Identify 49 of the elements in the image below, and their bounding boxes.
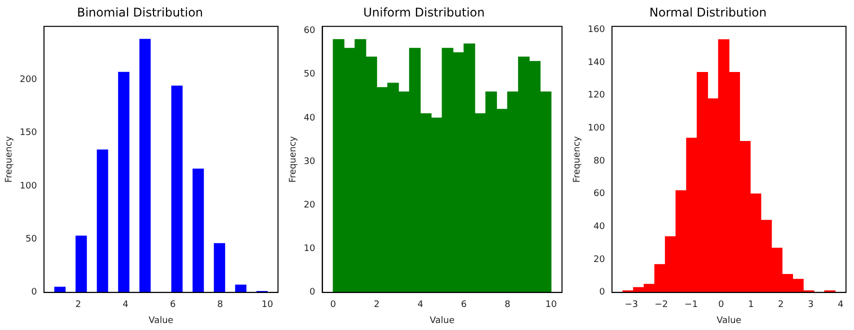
x-tick-label: 1	[748, 300, 754, 310]
x-tick-label: −1	[684, 300, 698, 310]
x-axis-title: Value	[148, 316, 174, 326]
chart-title: Uniform Distribution	[363, 5, 485, 20]
y-tick-label: 140	[588, 58, 606, 68]
y-tick-label: 0	[310, 288, 316, 298]
x-tick-label: 3	[808, 300, 814, 310]
x-tick-label: −3	[624, 300, 638, 310]
x-axis-title: Value	[430, 316, 455, 326]
x-tick-label: 4	[417, 300, 424, 310]
y-tick-label: 60	[594, 189, 606, 200]
y-tick-label: 20	[594, 254, 606, 265]
y-tick-label: 100	[20, 181, 38, 192]
x-tick-label: 8	[504, 300, 511, 310]
y-tick-label: 150	[20, 128, 38, 138]
y-tick-label: 120	[588, 90, 606, 101]
y-tick-label: 0	[31, 288, 38, 298]
y-axis-title: Frequency	[288, 135, 299, 183]
y-tick-label: 200	[20, 74, 38, 85]
x-tick-label: 0	[718, 300, 724, 310]
chart-title: Binomial Distribution	[76, 5, 204, 20]
y-tick-label: 50	[304, 70, 316, 80]
y-tick-label: 50	[26, 234, 38, 245]
y-tick-label: 10	[304, 244, 316, 254]
chart-title: Normal Distribution	[649, 5, 767, 20]
y-axis-title: Frequency	[4, 135, 15, 183]
x-axis-title: Value	[716, 316, 742, 326]
y-tick-label: 0	[599, 288, 606, 298]
x-tick-label: 10	[545, 300, 558, 310]
x-tick-label: 2	[778, 300, 784, 310]
y-tick-label: 60	[304, 26, 316, 36]
y-axis-title: Frequency	[572, 135, 583, 183]
y-tick-label: 100	[588, 124, 606, 134]
x-tick-label: 4	[838, 300, 844, 310]
x-tick-label: 6	[170, 300, 176, 310]
y-tick-label: 40	[594, 222, 606, 232]
x-tick-label: 4	[122, 300, 129, 310]
y-tick-label: 160	[588, 25, 606, 36]
y-tick-label: 30	[304, 156, 316, 167]
y-tick-label: 40	[304, 113, 316, 124]
x-tick-label: 6	[461, 300, 468, 310]
y-tick-label: 80	[594, 156, 606, 166]
x-tick-label: −2	[654, 300, 668, 310]
x-tick-label: 2	[374, 300, 380, 310]
x-tick-label: 2	[75, 300, 82, 310]
x-tick-label: 10	[262, 300, 274, 310]
x-tick-label: 8	[217, 300, 224, 310]
y-tick-label: 20	[304, 200, 316, 211]
x-tick-label: 0	[330, 300, 336, 310]
